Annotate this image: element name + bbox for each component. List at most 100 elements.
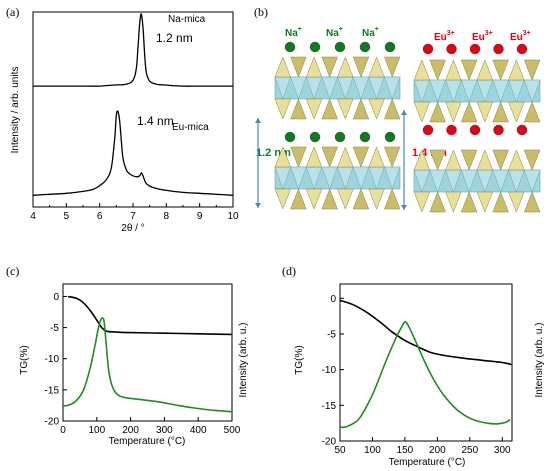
mica-layer-right-2: [413, 149, 541, 213]
cation: [422, 124, 434, 136]
tetrahedron: [508, 101, 525, 123]
chart-c-xtick-label: 100: [88, 425, 105, 436]
chart-d-frame: [339, 283, 513, 442]
tetrahedron: [429, 149, 446, 171]
tetrahedron: [384, 98, 401, 120]
chart-d-xtick-label: 100: [364, 445, 381, 456]
cation: [334, 131, 346, 143]
chart-d-ylabel: TG(%): [294, 345, 305, 374]
chart-d-xtick-label: 300: [494, 445, 511, 456]
tetrahedron: [508, 191, 525, 213]
tetrahedron: [476, 59, 494, 81]
chart-d-ytick-label: 0: [330, 294, 336, 305]
chart-c-xtick-label: 400: [190, 425, 207, 436]
chart-c-xtick-label: 0: [60, 425, 66, 436]
tetrahedron: [508, 59, 525, 81]
chart-c-xlabel: Temperature (°C): [109, 436, 186, 447]
tetrahedron: [352, 146, 370, 168]
chart-c-ytick-label: -15: [45, 385, 60, 396]
cation: [384, 131, 396, 143]
cation: [422, 43, 434, 55]
chart-a-series-1-line: [33, 13, 233, 87]
tetrahedron: [321, 98, 338, 120]
panel-label-d: (d): [282, 264, 296, 278]
cation: [359, 131, 371, 143]
tetrahedron: [445, 149, 462, 171]
tetrahedron: [321, 146, 338, 168]
tetrahedron: [523, 149, 541, 171]
tetrahedron: [290, 98, 307, 120]
tetrahedron: [429, 101, 446, 123]
tetrahedron: [413, 59, 431, 81]
tetrahedron: [413, 191, 431, 213]
interlayer-ions-right-2: [422, 124, 528, 136]
mica-layer-left-2: [274, 146, 401, 210]
tetrahedron: [460, 191, 478, 213]
tetrahedron: [476, 191, 494, 213]
chart-d-ytick-label: -5: [327, 329, 336, 340]
tetrahedron: [321, 56, 338, 78]
ion-label-na-3: Na+: [362, 26, 379, 39]
tetrahedron: [384, 146, 401, 168]
cation: [446, 43, 457, 55]
tetrahedron: [368, 98, 385, 120]
tetrahedron: [274, 56, 291, 78]
chart-a-xtick-label: 9: [197, 211, 203, 222]
cation: [284, 131, 296, 143]
ion-label-eu-2: Eu3+: [472, 30, 493, 43]
cation: [493, 43, 504, 55]
chart-a-frame: [32, 11, 234, 208]
tetrahedron: [352, 188, 370, 210]
chart-c-xtick-label: 300: [156, 425, 173, 436]
chart-c-ylabel: TG(%): [19, 345, 30, 374]
chart-d-xtick-label: 250: [461, 445, 478, 456]
ion-labels-right: Eu3+ Eu3+ Eu3+: [434, 30, 531, 43]
tetrahedron: [305, 98, 323, 120]
cation: [384, 41, 396, 53]
chart-d-series-2-line: [339, 320, 511, 429]
tetrahedron: [492, 149, 509, 171]
tetrahedron: [290, 146, 307, 168]
chart-d-ytick-label: -10: [322, 365, 337, 376]
tetrahedron: [321, 188, 338, 210]
chart-c-ytick-label: -10: [45, 354, 60, 365]
tetrahedron: [460, 101, 478, 123]
cation: [446, 124, 457, 136]
tetrahedron: [508, 149, 525, 171]
tetrahedron: [429, 191, 446, 213]
tetrahedron: [413, 149, 431, 171]
tetrahedron: [305, 188, 323, 210]
chart-a-xtick-label: 8: [164, 211, 170, 222]
chart-d-series-1-line: [339, 299, 513, 366]
distance-arrow-right: [401, 110, 407, 210]
tetrahedron: [368, 146, 385, 168]
chart-a-series2-anno: 1.4 nm: [137, 114, 174, 128]
structure-diagram: [255, 41, 541, 213]
arrow-head-bottom: [255, 203, 261, 208]
panel-label-c: (c): [6, 264, 19, 278]
chart-d-xtick-label: 200: [429, 445, 446, 456]
ion-label-na-2: Na+: [326, 26, 343, 39]
chart-a-series1-anno: 1.2 nm: [156, 31, 193, 45]
chart-a-series-2-line: [32, 110, 234, 196]
tetrahedron: [460, 149, 478, 171]
chart-c-xtick-label: 500: [224, 425, 241, 436]
chart-a-xlabel: 2θ / °: [121, 223, 144, 234]
tetrahedron: [337, 98, 354, 120]
chart-d-ylabel-right: Intensity (arb. u.): [534, 322, 545, 397]
tetrahedron: [460, 59, 478, 81]
panel-label-b: (b): [254, 5, 268, 19]
tetrahedron: [337, 188, 354, 210]
cation: [284, 41, 296, 53]
interlayer-ions-left-2: [284, 131, 396, 143]
chart-a-xtick-label: 7: [130, 211, 136, 222]
tetrahedron: [352, 56, 370, 78]
chart-a-series2-name: Eu-mica: [172, 122, 209, 133]
chart-c-xtick-label: 200: [122, 425, 139, 436]
cation: [334, 41, 346, 53]
chart-d-ytick-label: -15: [322, 401, 337, 412]
tetrahedron: [305, 56, 323, 78]
tetrahedron: [352, 98, 370, 120]
tetrahedron: [274, 188, 291, 210]
